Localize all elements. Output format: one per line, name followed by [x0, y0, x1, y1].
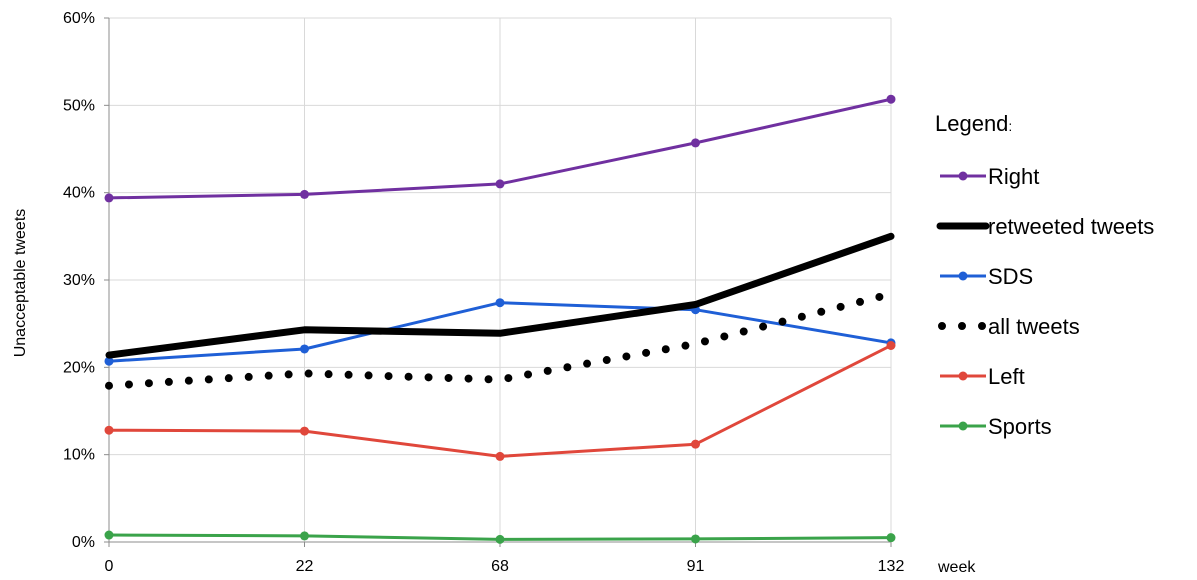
x-tick-label: 22: [296, 558, 314, 575]
legend-title-colon: :: [1008, 118, 1012, 134]
x-tick-label: 68: [491, 558, 509, 575]
data-point-left: [104, 425, 114, 435]
legend-label: Left: [988, 364, 1025, 389]
data-point-left: [495, 451, 505, 461]
x-tick-label: 91: [687, 558, 705, 575]
data-point-right: [495, 179, 505, 189]
legend-label: Right: [988, 164, 1039, 189]
data-point-left: [691, 439, 700, 449]
data-point-right: [300, 189, 309, 199]
series-line-all-tweets: [105, 290, 895, 390]
y-tick-label: 10%: [63, 447, 95, 464]
legend-label: SDS: [988, 264, 1033, 289]
legend-item-right: Right: [940, 164, 1039, 189]
legend-marker: [958, 171, 968, 181]
x-tick-label: 132: [878, 558, 905, 575]
data-point-sds: [104, 356, 114, 366]
series-sports: [104, 530, 896, 544]
series-right: [104, 94, 896, 203]
data-point-sports: [104, 530, 114, 540]
data-point-right: [104, 193, 114, 203]
legend-title-text: Legend: [935, 111, 1008, 136]
data-point-sds: [495, 298, 505, 308]
series-layer: [104, 94, 896, 544]
y-tick-label: 60%: [63, 10, 95, 27]
data-point-sds: [300, 344, 309, 354]
legend-item-retweeted-tweets: retweeted tweets: [936, 214, 1154, 239]
data-point-right: [691, 138, 700, 148]
series-line-retweeted-tweets: [105, 232, 895, 359]
legend-label: retweeted tweets: [988, 214, 1154, 239]
data-point-sports: [691, 534, 700, 544]
y-tick-label: 0%: [72, 534, 95, 551]
legend-label: Sports: [988, 414, 1052, 439]
series-left: [104, 341, 896, 461]
legend-item-sds: SDS: [940, 264, 1033, 289]
legend-marker: [958, 371, 968, 381]
legend-title: Legend:: [935, 111, 1012, 136]
data-point-left: [886, 341, 896, 350]
legend-item-sports: Sports: [940, 414, 1052, 439]
legend-marker: [958, 271, 968, 281]
y-tick-label: 50%: [63, 97, 95, 114]
data-point-sports: [495, 534, 505, 544]
y-tick-label: 40%: [63, 185, 95, 202]
legend: Legend: Right retweeted tweets SDS all twee…: [935, 111, 1154, 439]
axis-layer: 0% 10% 20% 30% 40% 50% 60% 0 22 68 91 132: [63, 10, 904, 575]
data-point-sports: [300, 531, 309, 541]
legend-label: all tweets: [988, 314, 1080, 339]
legend-item-left: Left: [940, 364, 1025, 389]
legend-item-all-tweets: all tweets: [938, 314, 1080, 339]
x-tick-label: 0: [105, 558, 114, 575]
y-tick-label: 30%: [63, 272, 95, 289]
grid-layer: [109, 17, 892, 543]
series-all-tweets: [105, 290, 895, 390]
series-retweeted-tweets: [105, 232, 895, 359]
data-point-left: [300, 426, 309, 436]
x-axis-title: week: [937, 559, 976, 576]
y-axis-title: Unacceptable tweets: [12, 209, 29, 358]
y-tick-label: 20%: [63, 359, 95, 376]
data-point-sports: [886, 533, 896, 543]
data-point-right: [886, 94, 896, 104]
legend-marker: [958, 421, 968, 431]
